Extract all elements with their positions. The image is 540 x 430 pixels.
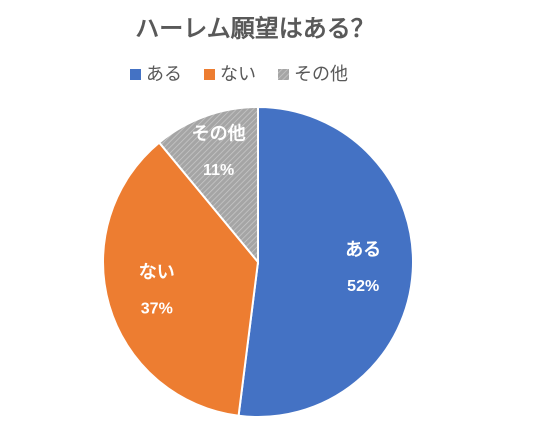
data-label-value: 37%: [141, 301, 173, 318]
legend-swatch: [278, 69, 289, 80]
data-label-category: ない: [139, 262, 175, 282]
data-label-category: その他: [192, 122, 246, 143]
pie-slice: [237, 105, 414, 418]
legend-swatch: [204, 69, 215, 80]
legend-label: その他: [294, 64, 348, 84]
data-label-value: 52%: [347, 278, 379, 295]
legend-swatch: [130, 69, 141, 80]
pie-slice: [102, 141, 260, 417]
legend-label: ある: [146, 64, 182, 84]
legend-label: ない: [220, 64, 256, 84]
data-label-value: 11%: [203, 162, 234, 179]
chart-title: ハーレム願望はある？: [135, 14, 375, 42]
data-label-category: ある: [345, 239, 381, 259]
pie-slice: [157, 105, 259, 265]
